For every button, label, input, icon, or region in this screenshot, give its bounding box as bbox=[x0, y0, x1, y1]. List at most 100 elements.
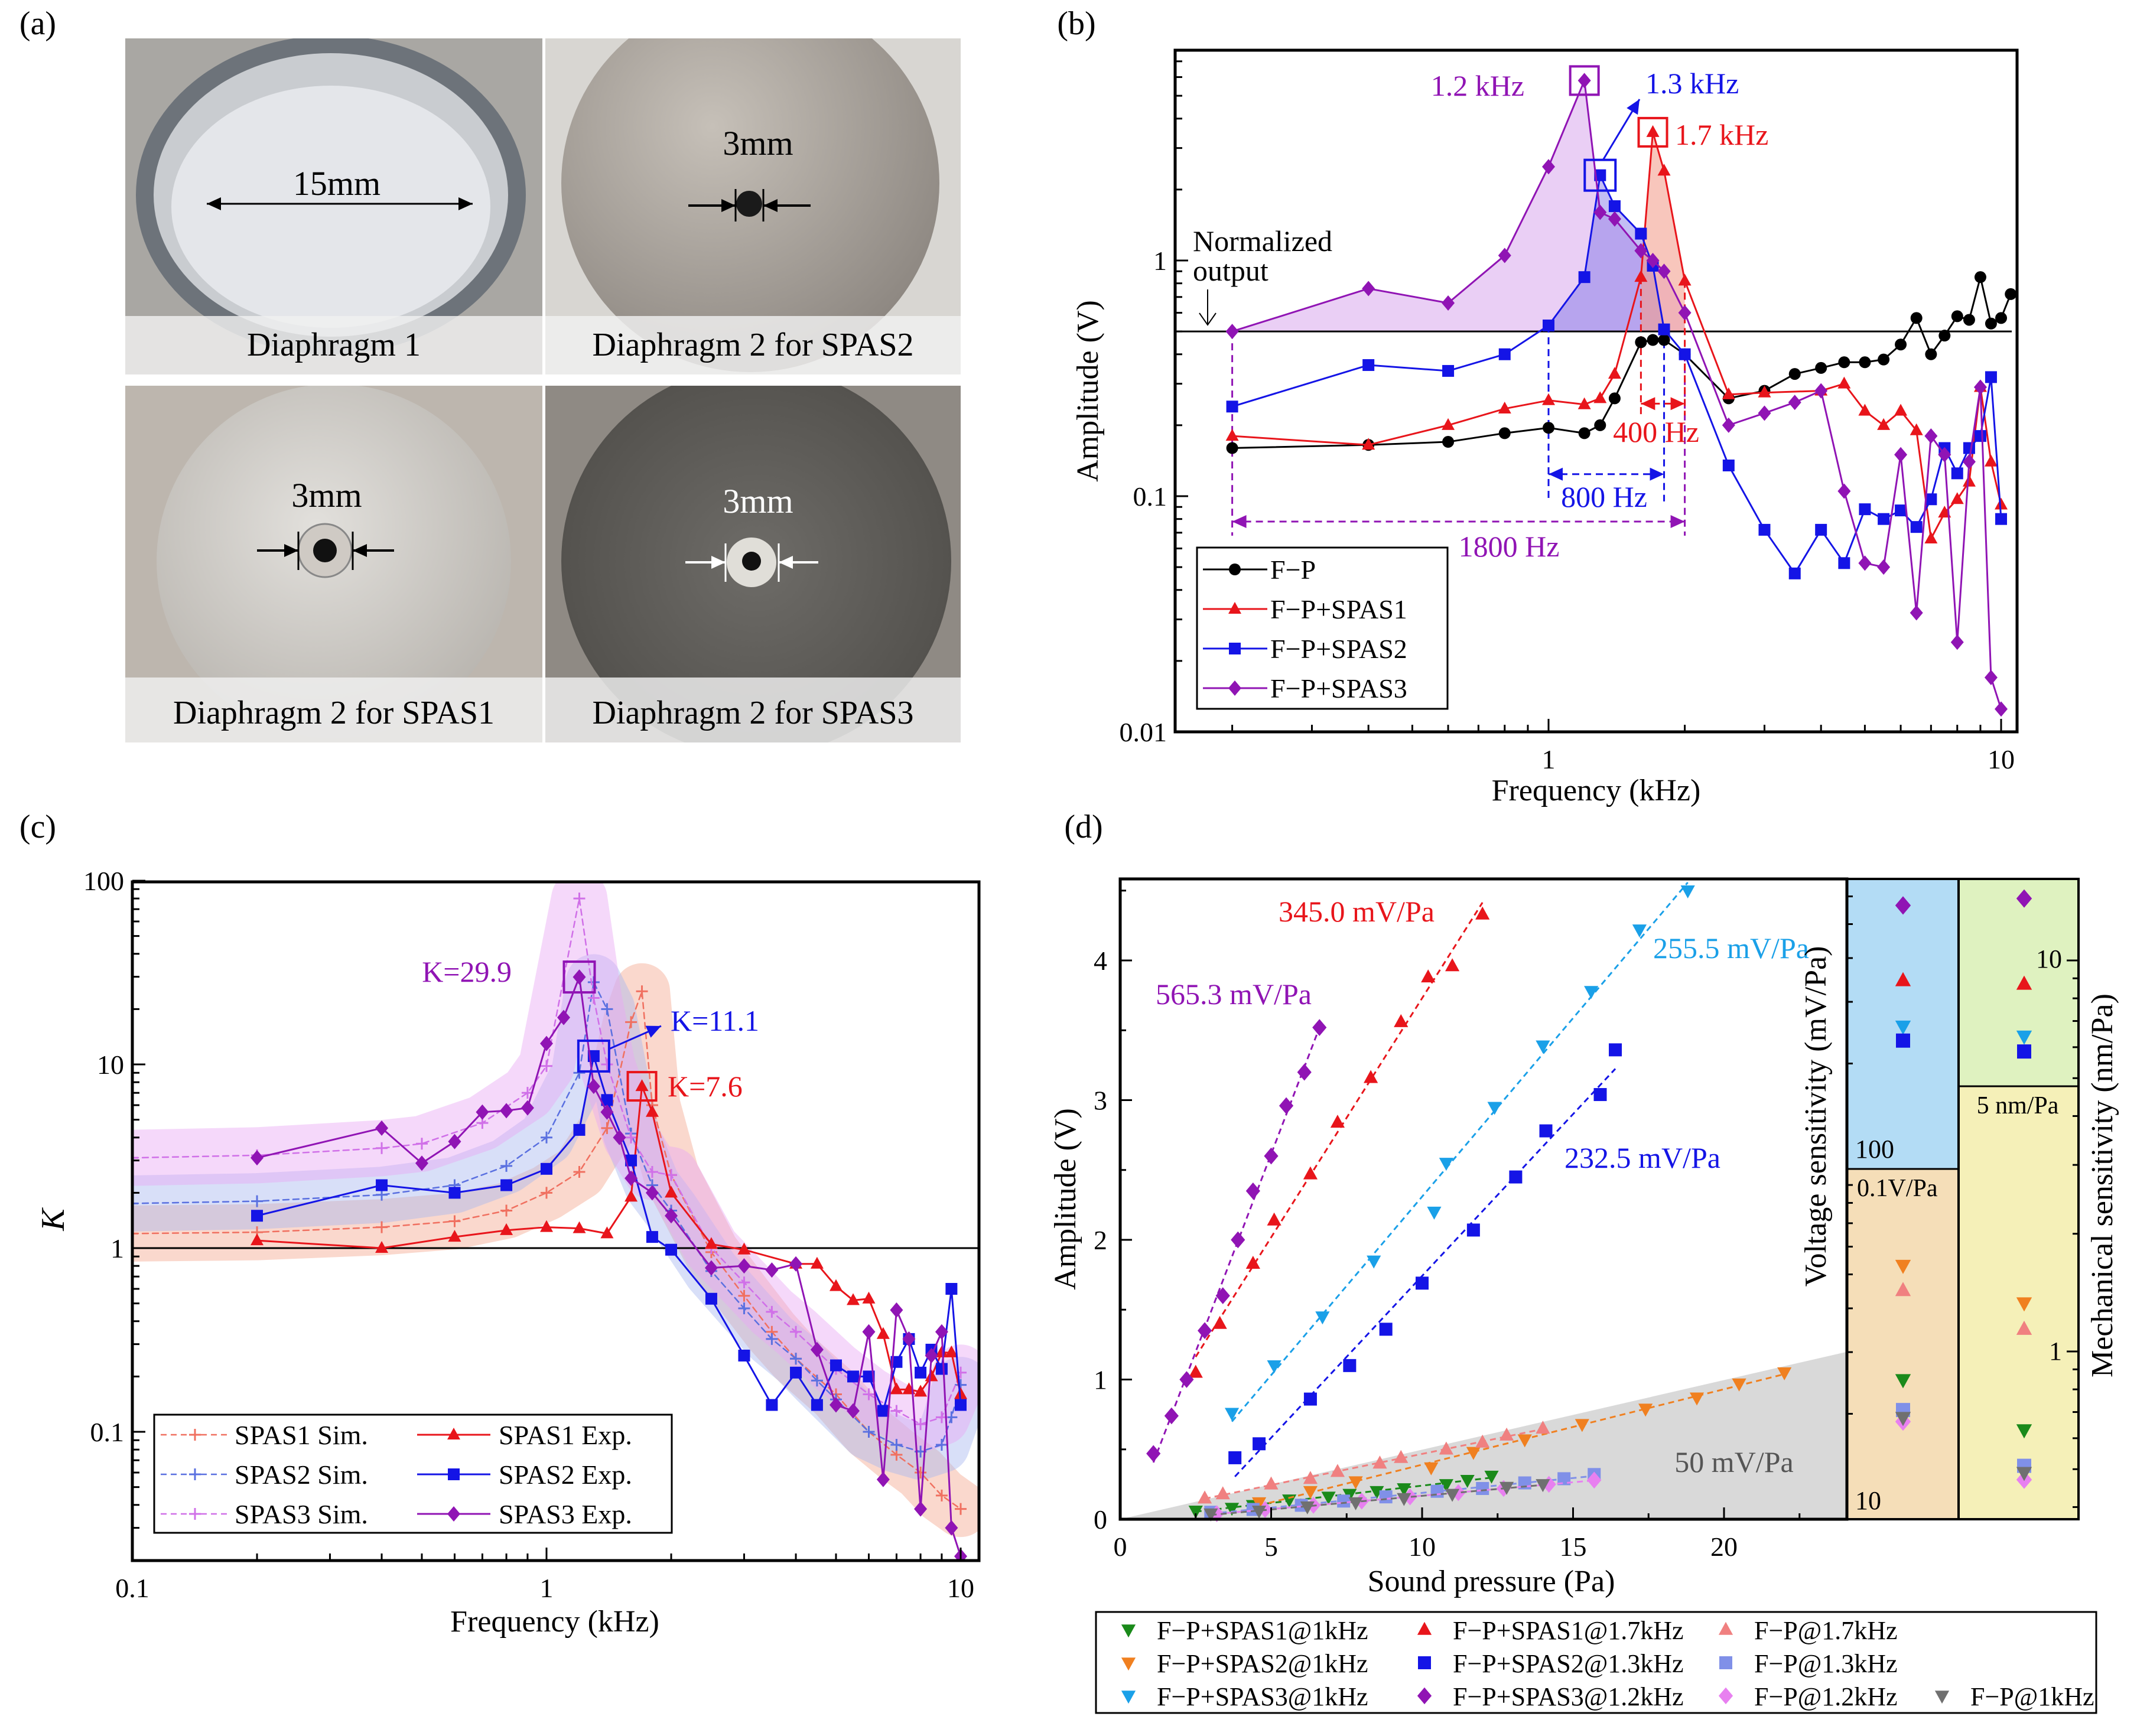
b-series-0-point bbox=[1985, 317, 1997, 330]
c-series-3-point bbox=[876, 1327, 890, 1339]
c-series-5-point bbox=[624, 1170, 638, 1186]
legend-marker bbox=[447, 1428, 460, 1439]
c-series-1-point bbox=[935, 1438, 948, 1451]
d-series-9-point bbox=[1499, 1481, 1514, 1495]
peak-label-spas2: 1.3 kHz bbox=[1645, 67, 1739, 100]
d-series-9-point bbox=[1251, 1506, 1267, 1519]
c-series-0-point bbox=[448, 1215, 461, 1227]
peak-label-spas1: 1.7 kHz bbox=[1675, 118, 1768, 151]
panel-label: (a) bbox=[19, 5, 56, 42]
legend-item: F−P@1.2kHz bbox=[1718, 1682, 1898, 1711]
d-series-9-point bbox=[1348, 1497, 1363, 1510]
d-series-0-point bbox=[1397, 1483, 1411, 1497]
plot-frame bbox=[131, 880, 981, 1562]
d-series-2-point bbox=[1427, 1206, 1442, 1220]
c-series-3-point bbox=[810, 1256, 824, 1269]
d-series-6-point bbox=[1330, 1464, 1345, 1477]
d-series-6-point bbox=[1475, 1434, 1490, 1448]
legend-marker bbox=[1121, 1624, 1136, 1638]
panel-c-k-chart: 0.1 1 10 0.1 1 10 100 Frequency (kHz) K K=29.9 K=1… bbox=[35, 866, 981, 1639]
d-series-5-point bbox=[1312, 1019, 1327, 1036]
mechanical-sensitivity-point bbox=[2016, 975, 2032, 990]
c-series-4-point bbox=[665, 1243, 678, 1256]
c-series-3-point bbox=[573, 1221, 586, 1233]
d-series-8-point bbox=[1403, 1488, 1417, 1506]
normalized-output-label: output bbox=[1193, 254, 1268, 287]
c-series-3-point bbox=[665, 1185, 678, 1198]
legend-item: SPAS1 Sim. bbox=[161, 1420, 368, 1450]
c-series-5-point bbox=[789, 1256, 803, 1272]
d-series-5-point bbox=[1197, 1322, 1212, 1340]
legend-marker bbox=[1229, 564, 1241, 575]
dimension-label: 3mm bbox=[723, 124, 793, 162]
b-series-1-point bbox=[1498, 401, 1511, 413]
legend-box bbox=[1196, 546, 1449, 710]
c-series-5-point bbox=[902, 1331, 916, 1347]
photo-caption: Diaphragm 1 bbox=[247, 327, 421, 363]
d-series-6-point bbox=[1303, 1471, 1318, 1484]
c-series-1-point bbox=[738, 1302, 750, 1314]
b-series-2-point bbox=[1895, 504, 1907, 517]
c-series-4-point bbox=[705, 1292, 717, 1305]
panel-d-sensitivity-chart: 50 mV/Pa 0 5 10 15 20 0 1 2 3 4 Sound pressure (Pa)… bbox=[1049, 877, 2119, 1714]
c-series-3-point bbox=[645, 1105, 659, 1117]
b-series-2-point bbox=[1974, 430, 1986, 442]
d-series-1-point bbox=[1303, 1486, 1318, 1499]
b-series-2-point bbox=[1578, 271, 1590, 284]
b-series-3-point bbox=[1442, 295, 1455, 311]
center-hole bbox=[313, 539, 337, 562]
c-series-2-point bbox=[790, 1325, 802, 1338]
d-series-2-point bbox=[1439, 1158, 1453, 1171]
photo-caption: Diaphragm 2 for SPAS2 bbox=[593, 327, 914, 363]
x-tick-label: 0.1 bbox=[115, 1573, 149, 1603]
c-series-2-point bbox=[915, 1418, 927, 1431]
c-series-0-point bbox=[573, 1165, 586, 1178]
b-series-3-point bbox=[1995, 701, 2008, 717]
d-series-7-point bbox=[1379, 1490, 1393, 1504]
d-series-3-point bbox=[1330, 1115, 1345, 1128]
c-series-0-point bbox=[636, 985, 648, 998]
d-series-0-point bbox=[1484, 1470, 1499, 1484]
y-axis-label: Amplitude (V) bbox=[1071, 300, 1105, 482]
legend-label: SPAS2 Sim. bbox=[235, 1460, 368, 1490]
x-tick-label: 0 bbox=[1114, 1532, 1127, 1562]
c-series-3-point bbox=[945, 1345, 958, 1357]
b-series-0-point bbox=[1543, 422, 1554, 434]
c-series-5-point bbox=[645, 1185, 659, 1201]
c-series-3-point bbox=[890, 1382, 903, 1395]
c-series-4-point bbox=[601, 1094, 613, 1106]
b-series-2-point bbox=[1498, 348, 1511, 360]
legend-marker bbox=[1121, 1691, 1136, 1704]
arrowhead-icon bbox=[1641, 397, 1655, 411]
c-series-5-point bbox=[846, 1403, 860, 1419]
arrowhead-icon bbox=[1549, 467, 1563, 481]
c-series-1-point bbox=[500, 1159, 513, 1172]
d-series-4-point bbox=[1416, 1276, 1429, 1290]
arrowhead-icon bbox=[1232, 515, 1247, 529]
c-series-4-point bbox=[251, 1210, 264, 1222]
c-series-3-point bbox=[635, 1079, 649, 1092]
legend-label: SPAS2 Exp. bbox=[499, 1460, 632, 1490]
c-series-5-point bbox=[665, 1208, 678, 1224]
c-series-1-point bbox=[251, 1195, 264, 1207]
photo-diaphragm-3: 3mm Diaphragm 2 for SPAS1 bbox=[125, 386, 542, 742]
b-series-1-point bbox=[1758, 385, 1771, 398]
c-series-4-point bbox=[738, 1349, 750, 1362]
c-series-0-point bbox=[625, 1016, 637, 1028]
k-label-spas1: K=7.6 bbox=[668, 1070, 743, 1103]
b-series-1-point bbox=[1442, 418, 1455, 430]
b-series-1-point bbox=[1646, 125, 1660, 137]
b-series-2-point bbox=[1658, 323, 1670, 336]
mechanical-tick-label: 10 bbox=[2036, 944, 2062, 973]
c-series-3-point bbox=[540, 1220, 553, 1232]
legend-label: F−P@1.2kHz bbox=[1754, 1682, 1898, 1711]
b-series-0-point bbox=[1578, 427, 1590, 439]
c-series-4-point bbox=[646, 1231, 658, 1243]
c-series-2-point bbox=[863, 1388, 875, 1400]
c-series-5-point bbox=[765, 1262, 779, 1278]
b-series-0-point bbox=[1995, 312, 2007, 324]
d-series-1-point bbox=[1689, 1392, 1705, 1406]
voltage-sensitivity-point bbox=[1895, 1282, 1911, 1297]
b-series-0-point bbox=[1815, 361, 1827, 374]
